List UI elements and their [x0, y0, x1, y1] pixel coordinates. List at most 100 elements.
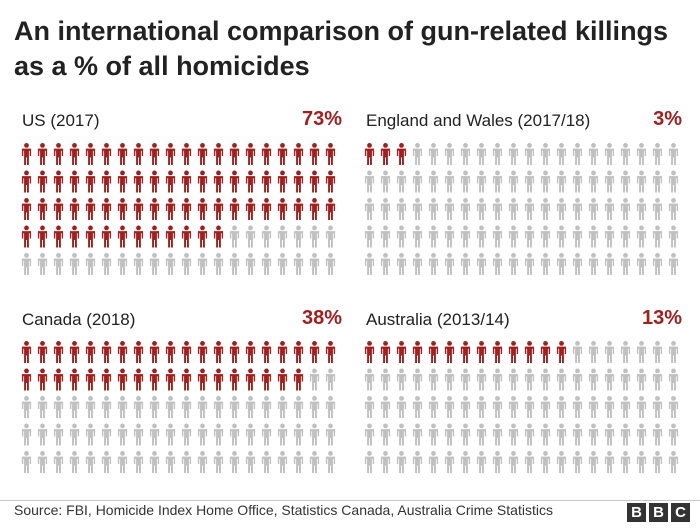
person-icon-gun-killing — [396, 341, 407, 363]
person-icon-other-homicide — [588, 423, 599, 446]
bbc-logo-letter: B — [627, 503, 646, 522]
person-icon-other-homicide — [508, 225, 519, 248]
person-icon-other-homicide — [476, 225, 487, 248]
person-icon-other-homicide — [668, 143, 679, 165]
person-icon-gun-killing — [325, 170, 336, 193]
person-icon-other-homicide — [652, 368, 663, 391]
person-icon-other-homicide — [620, 225, 631, 248]
person-icon-other-homicide — [133, 253, 144, 275]
person-icon-gun-killing — [85, 170, 96, 193]
person-icon-gun-killing — [181, 170, 192, 193]
person-icon-gun-killing — [133, 198, 144, 220]
person-icon-other-homicide — [492, 253, 503, 275]
panel-label-england-wales: England and Wales (2017/18) — [366, 111, 591, 130]
person-icon-other-homicide — [556, 198, 567, 220]
person-icon-other-homicide — [380, 396, 391, 418]
person-icon-other-homicide — [165, 423, 176, 446]
person-icon-gun-killing — [117, 198, 128, 220]
person-icon-gun-killing — [213, 143, 224, 165]
person-icon-gun-killing — [69, 198, 80, 220]
person-icon-other-homicide — [165, 451, 176, 473]
person-icon-gun-killing — [197, 170, 208, 193]
person-icon-other-homicide — [396, 368, 407, 391]
person-icon-other-homicide — [460, 396, 471, 418]
person-icon-other-homicide — [508, 451, 519, 473]
person-icon-other-homicide — [277, 451, 288, 473]
person-icon-other-homicide — [556, 368, 567, 391]
person-icon-other-homicide — [444, 423, 455, 446]
person-icon-other-homicide — [572, 198, 583, 220]
bbc-logo-letter: C — [671, 503, 690, 522]
person-icon-gun-killing — [37, 198, 48, 220]
person-icon-other-homicide — [492, 198, 503, 220]
person-icon-other-homicide — [604, 198, 615, 220]
person-icon-other-homicide — [364, 225, 375, 248]
person-icon-other-homicide — [476, 396, 487, 418]
person-icon-gun-killing — [245, 198, 256, 220]
person-icon-other-homicide — [396, 396, 407, 418]
person-icon-gun-killing — [277, 198, 288, 220]
person-icon-other-homicide — [428, 198, 439, 220]
pictograph-us — [21, 143, 336, 275]
person-icon-other-homicide — [117, 396, 128, 418]
person-icon-gun-killing — [101, 143, 112, 165]
person-icon-gun-killing — [101, 341, 112, 363]
person-icon-other-homicide — [133, 451, 144, 473]
person-icon-other-homicide — [636, 341, 647, 363]
person-icon-other-homicide — [229, 423, 240, 446]
person-icon-other-homicide — [524, 198, 535, 220]
person-icon-gun-killing — [165, 198, 176, 220]
person-icon-gun-killing — [117, 225, 128, 248]
person-icon-other-homicide — [572, 143, 583, 165]
person-icon-other-homicide — [620, 253, 631, 275]
person-icon-other-homicide — [165, 396, 176, 418]
person-icon-other-homicide — [428, 423, 439, 446]
person-icon-gun-killing — [309, 341, 320, 363]
person-icon-other-homicide — [476, 143, 487, 165]
person-icon-other-homicide — [277, 253, 288, 275]
person-icon-gun-killing — [149, 341, 160, 363]
person-icon-other-homicide — [572, 253, 583, 275]
person-icon-gun-killing — [101, 368, 112, 391]
person-icon-gun-killing — [117, 143, 128, 165]
person-icon-other-homicide — [588, 341, 599, 363]
person-icon-gun-killing — [21, 225, 32, 248]
person-icon-other-homicide — [668, 368, 679, 391]
person-icon-gun-killing — [261, 198, 272, 220]
person-icon-other-homicide — [21, 451, 32, 473]
person-icon-gun-killing — [476, 341, 487, 363]
person-icon-gun-killing — [213, 368, 224, 391]
panel-value-england-wales: 3% — [653, 108, 682, 130]
person-icon-gun-killing — [69, 225, 80, 248]
person-icon-other-homicide — [21, 253, 32, 275]
person-icon-other-homicide — [476, 368, 487, 391]
person-icon-gun-killing — [149, 143, 160, 165]
person-icon-other-homicide — [540, 368, 551, 391]
pictograph-australia — [364, 341, 679, 473]
person-icon-other-homicide — [428, 396, 439, 418]
person-icon-other-homicide — [572, 368, 583, 391]
person-icon-other-homicide — [652, 341, 663, 363]
person-icon-other-homicide — [261, 423, 272, 446]
person-icon-other-homicide — [101, 253, 112, 275]
person-icon-other-homicide — [508, 423, 519, 446]
person-icon-other-homicide — [309, 368, 320, 391]
person-icon-other-homicide — [428, 451, 439, 473]
person-icon-gun-killing — [181, 225, 192, 248]
person-icon-other-homicide — [540, 198, 551, 220]
person-icon-other-homicide — [636, 225, 647, 248]
person-icon-other-homicide — [261, 451, 272, 473]
person-icon-other-homicide — [556, 396, 567, 418]
person-icon-other-homicide — [572, 423, 583, 446]
person-icon-other-homicide — [213, 396, 224, 418]
person-icon-other-homicide — [492, 451, 503, 473]
footer-divider — [0, 500, 700, 501]
person-icon-other-homicide — [412, 198, 423, 220]
person-icon-gun-killing — [245, 368, 256, 391]
person-icon-other-homicide — [149, 396, 160, 418]
person-icon-other-homicide — [101, 396, 112, 418]
person-icon-other-homicide — [149, 253, 160, 275]
person-icon-other-homicide — [604, 423, 615, 446]
person-icon-gun-killing — [245, 341, 256, 363]
person-icon-gun-killing — [85, 368, 96, 391]
